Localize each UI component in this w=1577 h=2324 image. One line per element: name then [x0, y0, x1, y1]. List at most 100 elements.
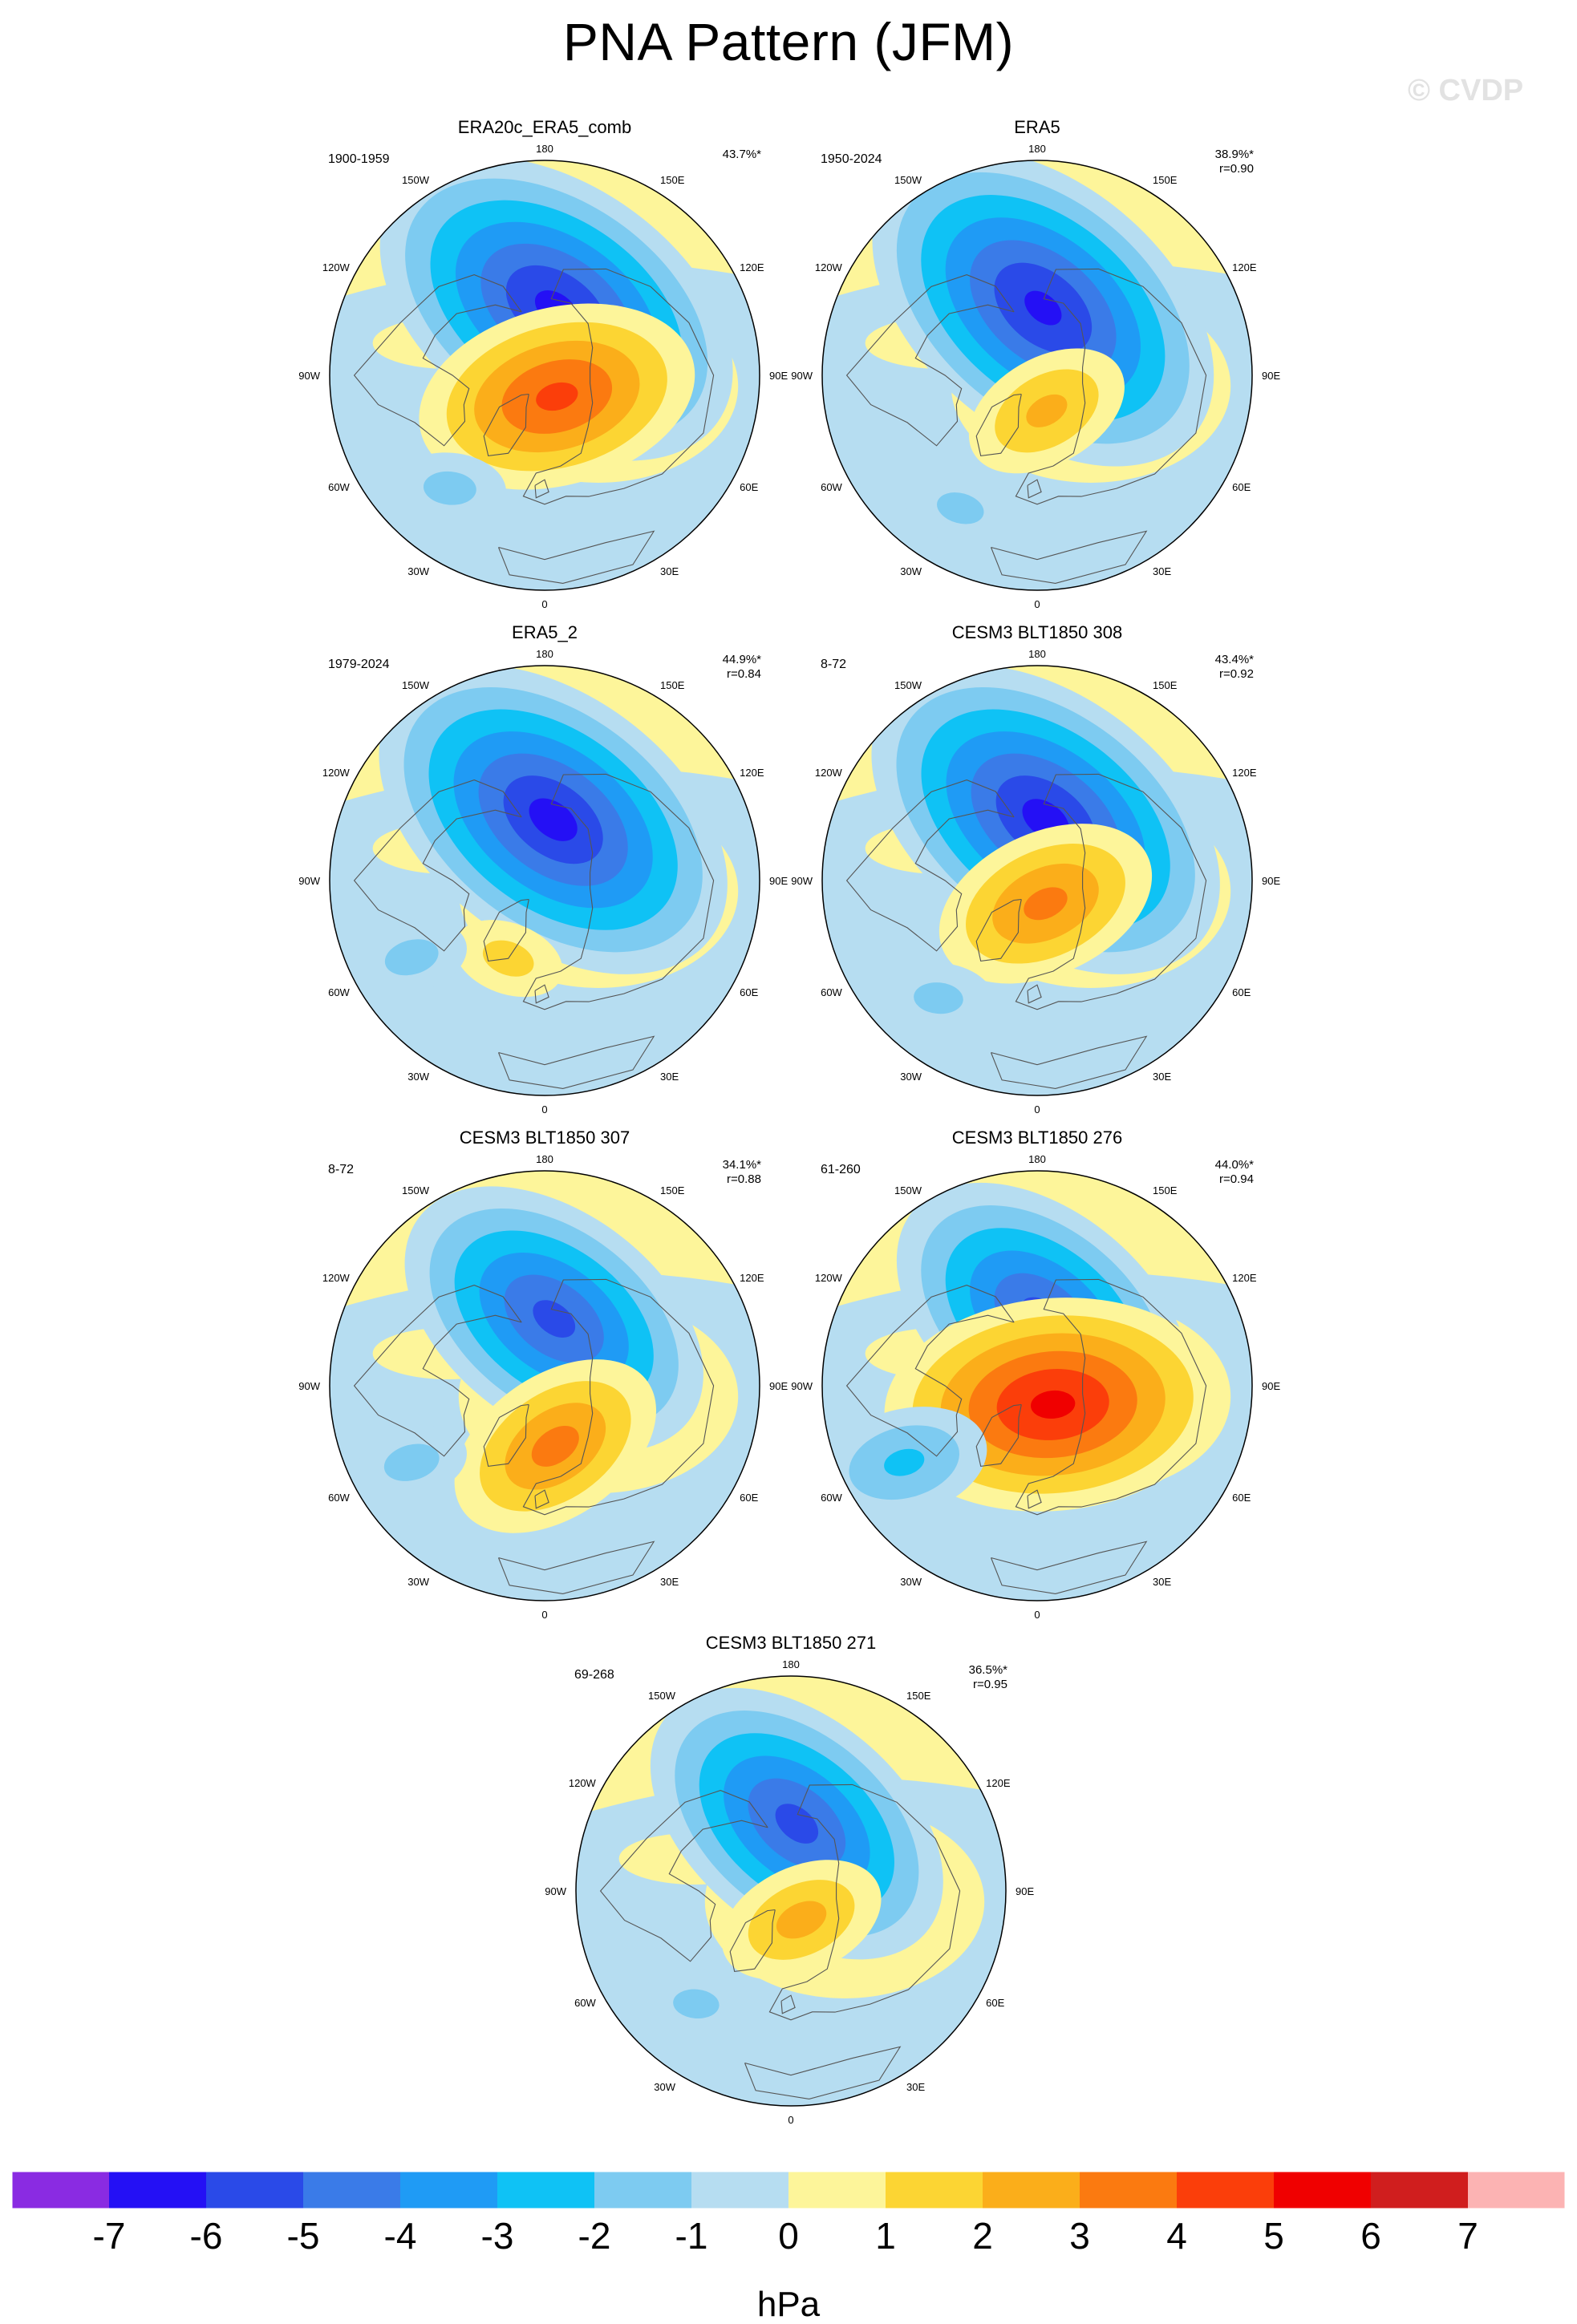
colorbar-tick-label: 4	[1166, 2215, 1187, 2257]
longitude-label: 180	[1028, 143, 1046, 155]
coastline	[497, 530, 655, 584]
colorbar-swatch	[497, 2172, 595, 2209]
colorbar-tick-label: -2	[578, 2215, 611, 2257]
coastline	[483, 393, 529, 457]
longitude-label: 30E	[660, 1071, 679, 1083]
map-boundary	[821, 1170, 1253, 1601]
colorbar-tick-label: -5	[287, 2215, 320, 2257]
longitude-label: 120W	[815, 1272, 843, 1284]
longitude-label: 60E	[740, 986, 758, 998]
coastline	[975, 1403, 1022, 1468]
longitude-label: 180	[782, 1658, 800, 1670]
longitude-label: 90W	[791, 370, 813, 382]
coastline	[534, 479, 549, 499]
longitude-label: 120E	[740, 1272, 764, 1284]
pattern-correlation: r=0.84	[727, 667, 761, 681]
longitude-label: 120W	[322, 261, 351, 273]
coastline	[497, 1541, 655, 1594]
longitude-label: 150W	[894, 1184, 922, 1196]
negative-anomaly-contour	[914, 982, 963, 1014]
longitude-label: 60W	[821, 481, 842, 493]
explained-variance: 43.4%*	[1214, 653, 1254, 666]
longitude-label: 120W	[815, 261, 843, 273]
longitude-label: 150W	[402, 1184, 430, 1196]
colorbar-swatch	[206, 2172, 304, 2209]
coastline	[483, 898, 529, 962]
coastline	[599, 1790, 768, 1962]
explained-variance: 38.9%*	[1214, 148, 1254, 161]
longitude-label: 30W	[900, 1576, 922, 1588]
longitude-label: 90W	[791, 875, 813, 887]
longitude-label: 90E	[1016, 1885, 1034, 1897]
colorbar-swatch	[400, 2172, 498, 2209]
longitude-label: 0	[788, 2114, 793, 2126]
polar-map: 180 150W 150E 120W 120E 90W 90E 60W 60E 30W 30E 0	[791, 648, 1280, 1115]
explained-variance: 44.9%*	[722, 653, 761, 666]
coastline	[845, 779, 1015, 952]
map-panel-cesm3-276: 180 150W 150E 120W 120E 90W 90E 60W 60E 30W 30E 0 C…	[788, 1128, 1286, 1633]
colorbar-swatch	[1274, 2172, 1372, 2209]
longitude-label: 150E	[1153, 679, 1178, 691]
colorbar-tick-label: -3	[481, 2215, 514, 2257]
longitude-label: 0	[1034, 598, 1040, 610]
colorbar-tick-label: 2	[972, 2215, 993, 2257]
negative-anomaly-contour	[1024, 290, 1062, 326]
colorbar-swatch	[12, 2172, 110, 2209]
map-boundary	[575, 1675, 1007, 2107]
colorbar-swatch	[1371, 2172, 1469, 2209]
colorbar-swatch	[1468, 2172, 1566, 2209]
map-panel-era5: 180 150W 150E 120W 120E 90W 90E 60W 60E 30W 30E 0 E…	[788, 117, 1286, 622]
coastline	[975, 393, 1022, 457]
longitude-label: 150E	[660, 679, 685, 691]
colorbar-swatch	[691, 2172, 789, 2209]
longitude-label: 60W	[328, 1492, 350, 1504]
coastline	[990, 1541, 1148, 1594]
colorbar-swatch	[109, 2172, 207, 2209]
longitude-label: 30E	[1153, 565, 1171, 577]
longitude-label: 90W	[545, 1885, 566, 1897]
longitude-label: 60E	[1232, 986, 1251, 998]
negative-anomaly-contour	[673, 1989, 720, 2019]
longitude-label: 30E	[660, 565, 679, 577]
longitude-label: 60E	[740, 1492, 758, 1504]
coastline	[1027, 1489, 1042, 1509]
longitude-label: 30W	[407, 565, 429, 577]
longitude-label: 120E	[1232, 1272, 1257, 1284]
panel-title: CESM3 BLT1850 271	[705, 1633, 877, 1653]
colorbar-tick-label: 1	[875, 2215, 896, 2257]
map-panel-era20c-era5-comb: 180 150W 150E 120W 120E 90W 90E 60W 60E 30W 30E 0 E…	[296, 117, 793, 622]
map-boundary	[329, 1170, 760, 1601]
coastline	[990, 530, 1148, 584]
negative-anomaly-contour	[384, 939, 439, 976]
negative-anomaly-contour	[533, 1300, 576, 1338]
positive-anomaly-contour	[1026, 394, 1068, 427]
longitude-label: 30E	[660, 1576, 679, 1588]
map-panel-era5-2: 180 150W 150E 120W 120E 90W 90E 60W 60E 30W 30E 0 E…	[296, 622, 793, 1128]
colorbar-swatch	[594, 2172, 692, 2209]
coastline	[534, 984, 549, 1004]
longitude-label: 180	[536, 648, 553, 660]
coastline	[780, 1994, 796, 2014]
longitude-label: 0	[541, 1103, 547, 1115]
positive-anomaly-contour	[531, 1425, 579, 1467]
longitude-label: 150W	[894, 174, 922, 186]
negative-anomaly-contour	[383, 1443, 440, 1481]
panel-stats: 43.4%* r=0.92	[1215, 653, 1254, 682]
positive-anomaly-contour	[536, 382, 578, 411]
longitude-label: 30W	[654, 2081, 675, 2093]
panel-title: ERA5	[1014, 117, 1060, 137]
coastline	[1015, 268, 1207, 505]
coastline	[990, 1035, 1148, 1089]
negative-anomaly-contour	[775, 1804, 819, 1844]
longitude-label: 150W	[894, 679, 922, 691]
colorbar-tick-label: -1	[675, 2215, 708, 2257]
coastline	[975, 898, 1022, 962]
coastline	[353, 779, 522, 952]
longitude-label: 150E	[660, 1184, 685, 1196]
longitude-label: 30E	[1153, 1576, 1171, 1588]
coastline	[483, 1403, 529, 1468]
polar-map: 180 150W 150E 120W 120E 90W 90E 60W 60E 30W 30E 0	[298, 143, 788, 610]
panel-title: CESM3 BLT1850 307	[459, 1128, 630, 1148]
negative-anomaly-contour	[423, 471, 476, 505]
longitude-label: 150E	[906, 1690, 931, 1702]
